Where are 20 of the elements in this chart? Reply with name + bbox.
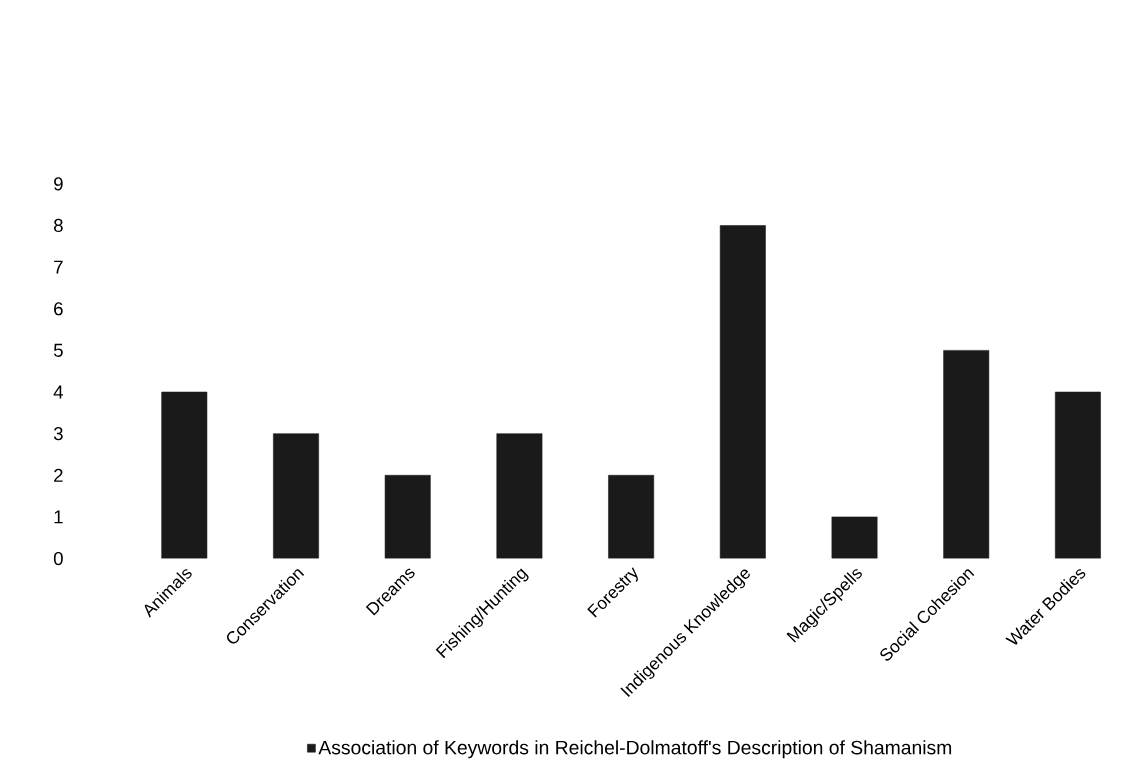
bar xyxy=(384,475,431,559)
bar xyxy=(161,391,208,559)
y-tick-label: 5 xyxy=(53,344,63,358)
y-tick-label: 2 xyxy=(54,468,63,482)
y-tick-label: 4 xyxy=(53,385,63,399)
bar xyxy=(719,225,766,559)
y-tick-label: 7 xyxy=(54,260,63,274)
y-tick-label: 8 xyxy=(53,219,63,233)
y-tick-label: 1 xyxy=(54,510,63,524)
bar xyxy=(273,433,319,559)
bar xyxy=(608,475,655,559)
bar xyxy=(943,350,990,559)
bar xyxy=(1055,391,1101,559)
bar xyxy=(496,433,543,559)
legend-label: Association of Keywords in Reichel-Dolmatoff's Description of Shamanism xyxy=(318,740,952,759)
y-tick-label: 0 xyxy=(53,552,63,566)
bar xyxy=(831,516,878,559)
y-tick-label: 6 xyxy=(54,302,63,316)
y-tick-label: 9 xyxy=(54,177,63,191)
y-tick-label: 3 xyxy=(53,427,63,441)
